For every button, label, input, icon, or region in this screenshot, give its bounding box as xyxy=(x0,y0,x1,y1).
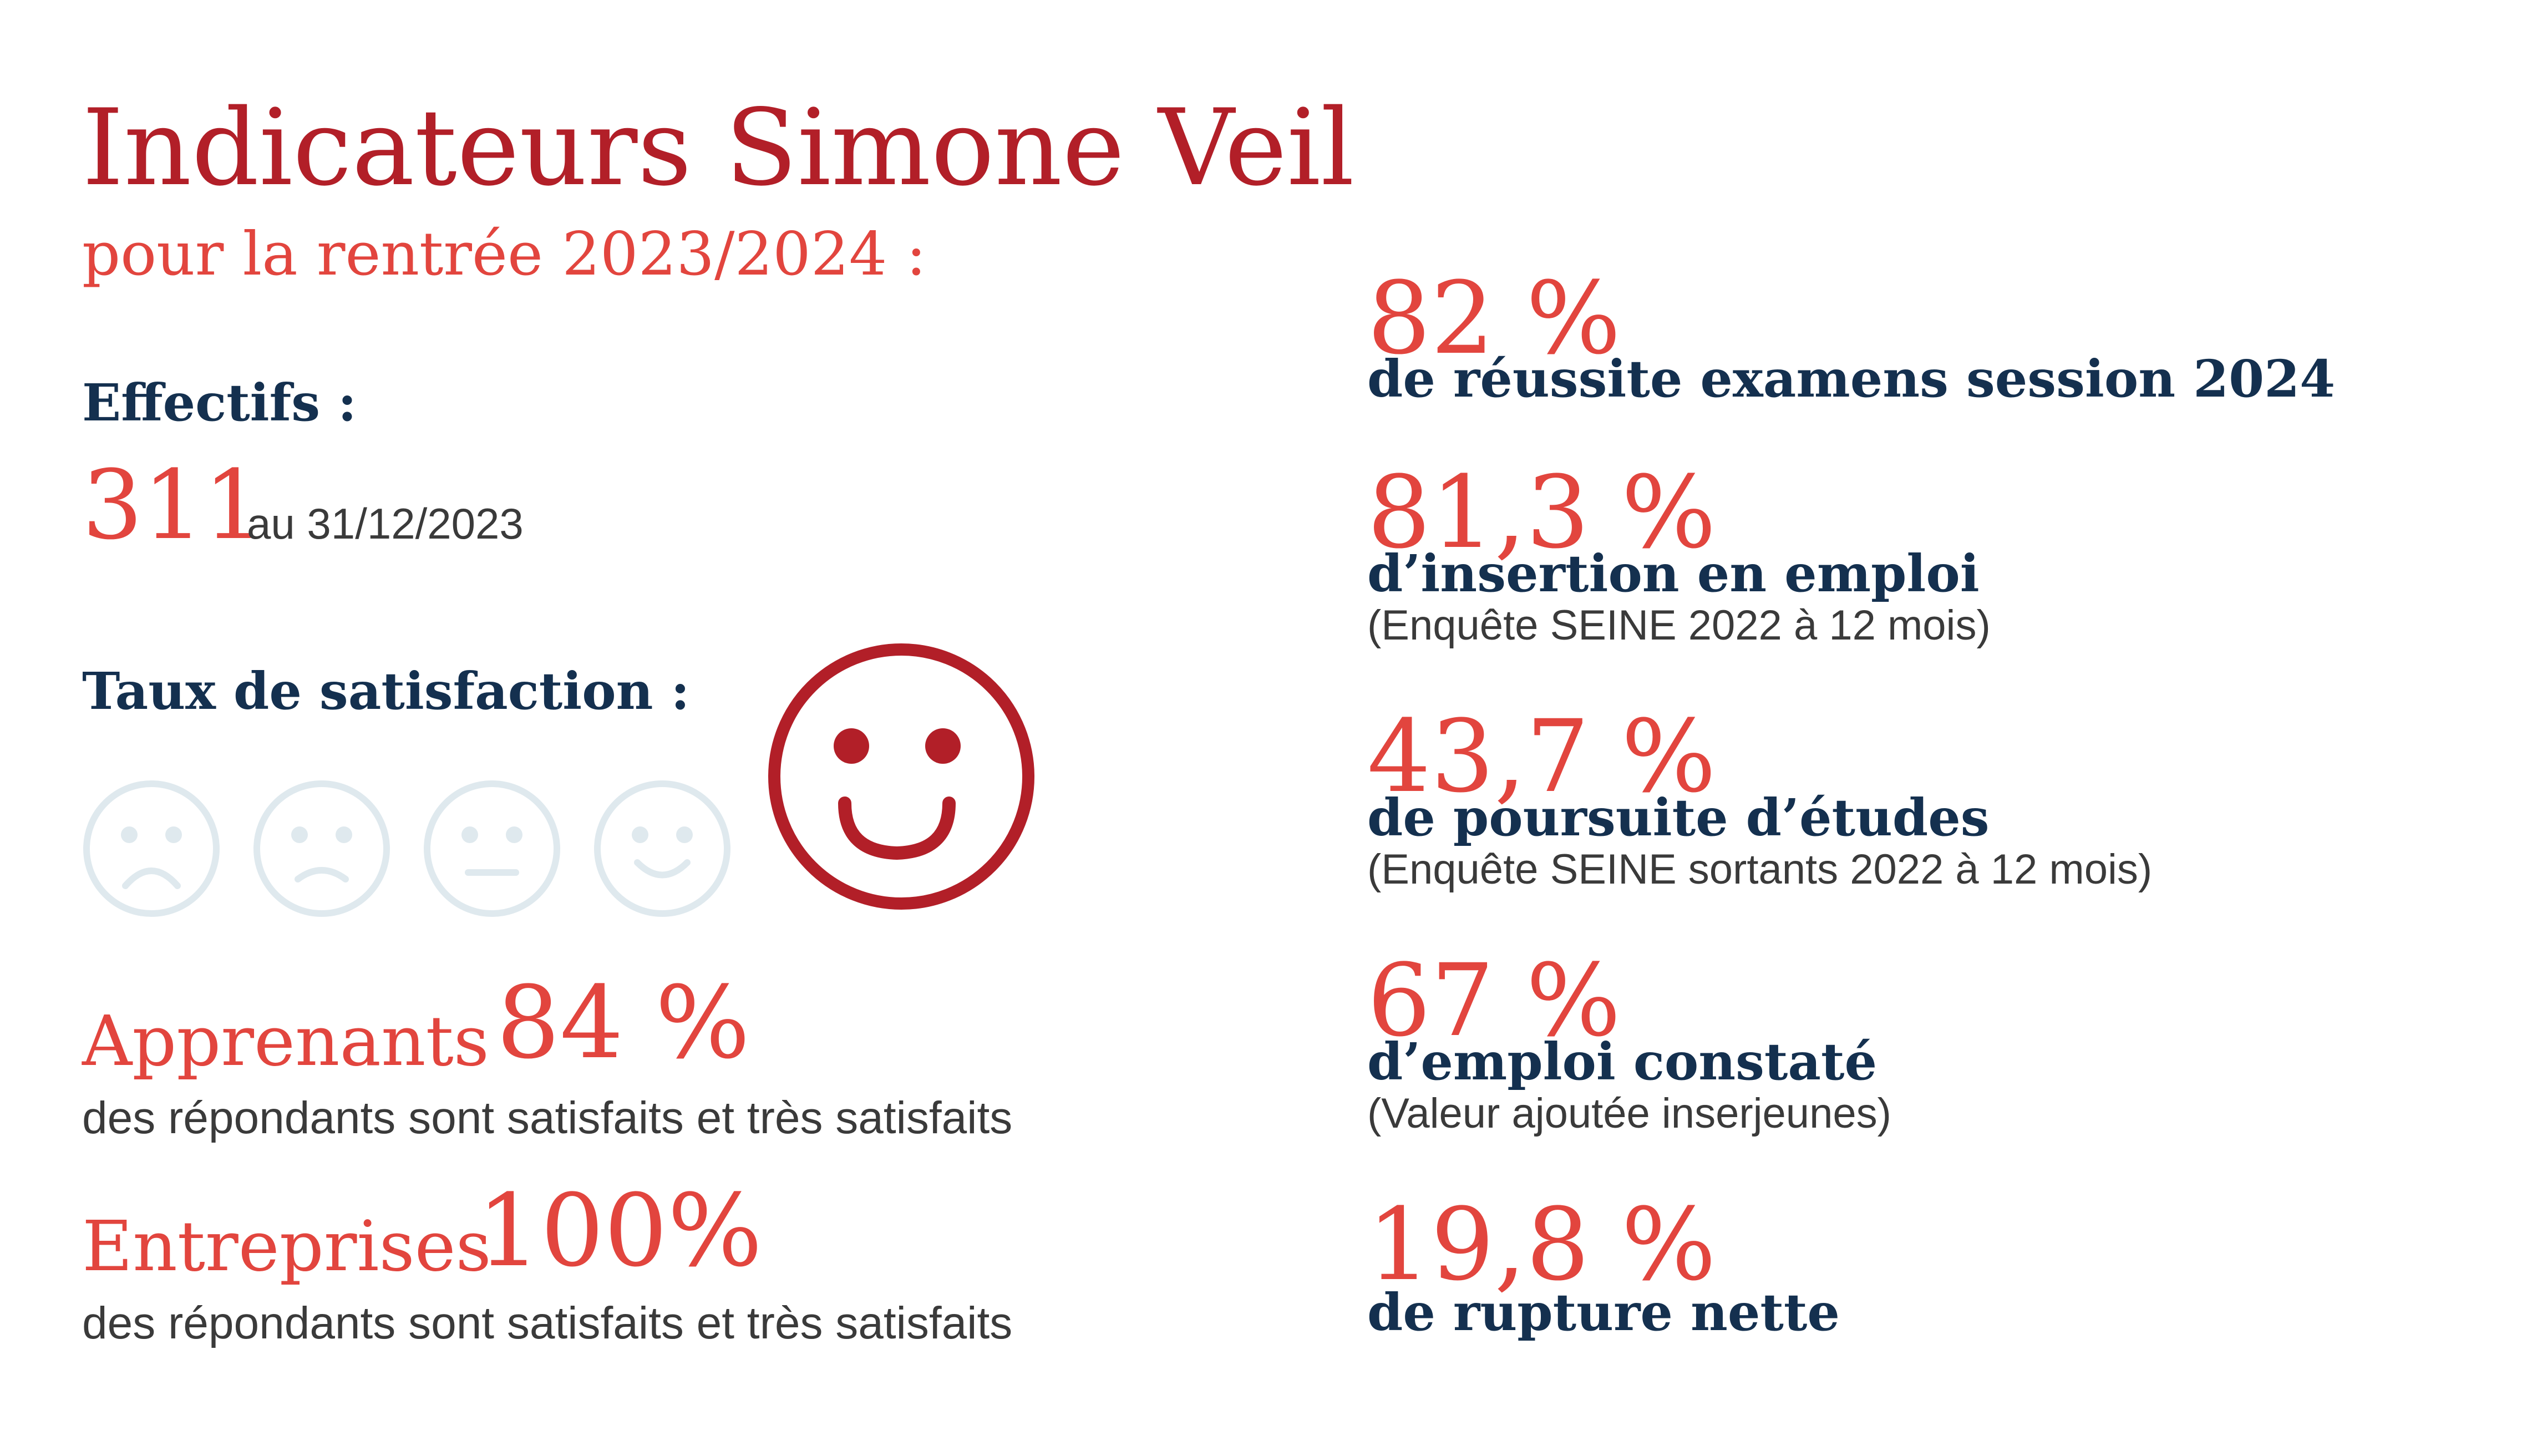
sad-face-icon xyxy=(253,780,390,917)
indicator-value: 19,8 % xyxy=(1367,1187,1717,1303)
indicator-value: 67 % xyxy=(1367,943,1621,1059)
indicator-label: d’emploi constaté xyxy=(1367,1032,1878,1092)
indicator-note: (Enquête SEINE 2022 à 12 mois) xyxy=(1367,602,1991,649)
indicator-note: (Valeur ajoutée inserjeunes) xyxy=(1367,1090,1891,1137)
indicator-value: 81,3 % xyxy=(1367,455,1717,571)
apprenants-note: des répondants sont satisfaits et très s… xyxy=(82,1093,1013,1143)
apprenants-label: Apprenants xyxy=(82,1001,489,1082)
satisfaction-label: Taux de satisfaction : xyxy=(82,661,690,721)
page-subtitle: pour la rentrée 2023/2024 : xyxy=(82,220,927,289)
effectifs-label: Effectifs : xyxy=(82,373,357,433)
very-sad-face-icon xyxy=(83,780,220,917)
effectifs-value: 311 xyxy=(82,449,265,561)
indicator-label: de réussite examens session 2024 xyxy=(1367,349,2336,409)
indicator-note: (Enquête SEINE sortants 2022 à 12 mois) xyxy=(1367,846,2153,893)
neutral-face-icon xyxy=(424,780,560,917)
entreprises-label: Entreprises xyxy=(82,1206,491,1287)
indicator-label: d’insertion en emploi xyxy=(1367,544,1980,603)
indicator-label: de rupture nette xyxy=(1367,1282,1840,1342)
effectifs-date: au 31/12/2023 xyxy=(247,499,524,548)
entreprises-value: 100% xyxy=(477,1173,763,1289)
page-title: Indicateurs Simone Veil xyxy=(82,87,1354,209)
indicator-label: de poursuite d’études xyxy=(1367,788,1990,848)
indicator-value: 82 % xyxy=(1367,261,1621,377)
apprenants-value: 84 % xyxy=(496,965,750,1081)
entreprises-note: des répondants sont satisfaits et très s… xyxy=(82,1298,1013,1348)
indicator-value: 43,7 % xyxy=(1367,699,1717,815)
smile-face-icon xyxy=(594,780,730,917)
big-smile-face-icon xyxy=(768,643,1034,910)
